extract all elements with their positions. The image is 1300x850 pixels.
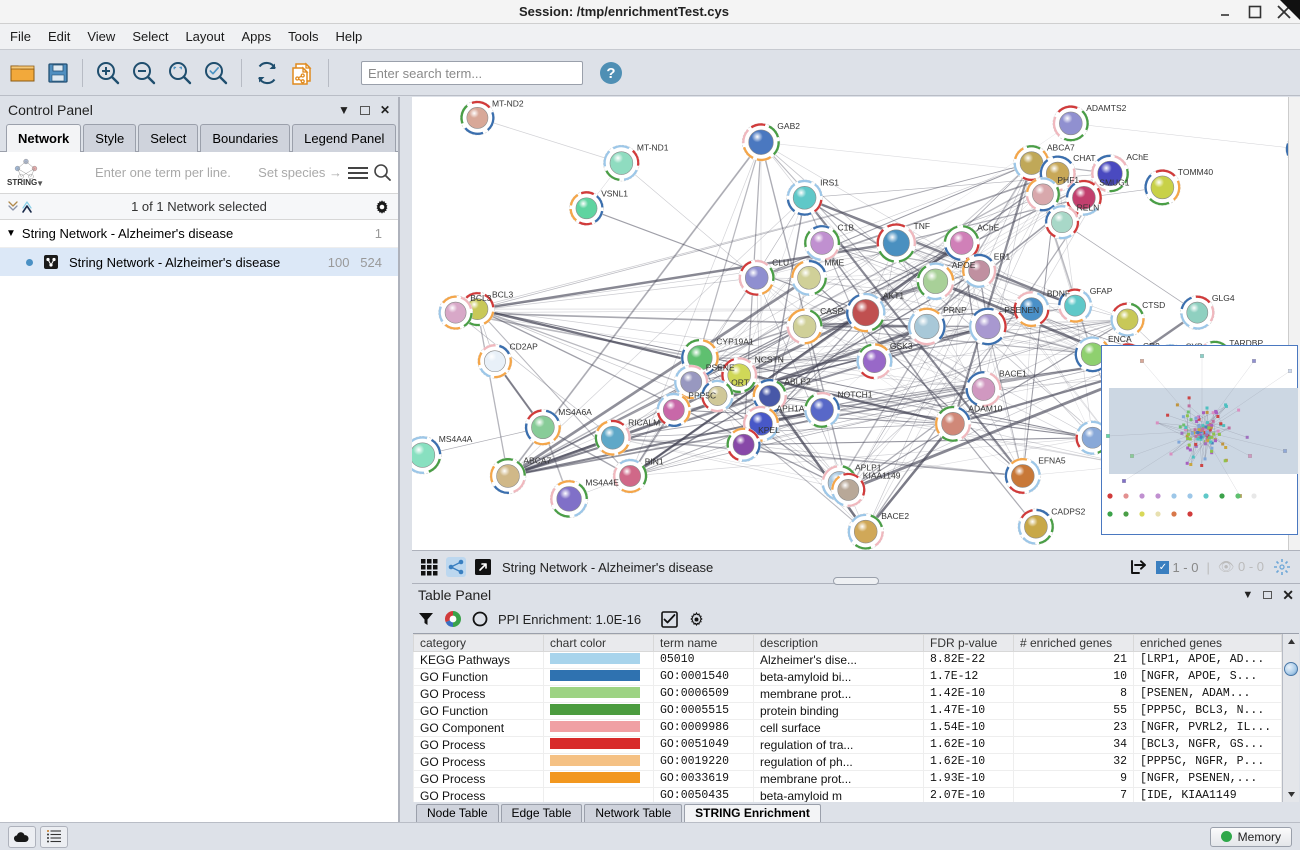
svg-text:GSK3: GSK3 (890, 341, 913, 351)
svg-text:CADPS2: CADPS2 (1051, 506, 1085, 516)
svg-text:EFNA5: EFNA5 (1038, 456, 1066, 466)
svg-text:PHF1: PHF1 (1057, 175, 1079, 185)
svg-text:IRS1: IRS1 (820, 177, 839, 187)
svg-text:MS4A4E: MS4A4E (585, 478, 619, 488)
svg-text:BDNF: BDNF (1047, 289, 1070, 299)
svg-text:AChE: AChE (977, 223, 1000, 233)
svg-text:ABCA7: ABCA7 (523, 456, 551, 466)
svg-text:SMUG1: SMUG1 (1099, 177, 1130, 187)
svg-text:CD2AP: CD2AP (510, 342, 539, 352)
svg-text:CLU: CLU (772, 257, 789, 267)
svg-text:BCL3: BCL3 (470, 293, 492, 303)
svg-text:BACE1: BACE1 (999, 369, 1027, 379)
svg-text:PRNP: PRNP (943, 305, 967, 315)
svg-text:ER1: ER1 (994, 251, 1011, 261)
svg-text:?: ? (606, 65, 615, 82)
svg-text:APOE: APOE (952, 260, 976, 270)
svg-text:VSNL1: VSNL1 (601, 189, 628, 199)
svg-text:BCL3: BCL3 (492, 290, 514, 300)
svg-text:BIN1: BIN1 (645, 456, 664, 466)
svg-text:CYP19A1: CYP19A1 (716, 336, 754, 346)
svg-text:MT-ND1: MT-ND1 (637, 143, 669, 153)
svg-text:TOMM40: TOMM40 (1178, 167, 1214, 177)
svg-text:C1B: C1B (838, 223, 855, 233)
svg-text:RELN: RELN (1077, 203, 1100, 213)
svg-text:MT-ND2: MT-ND2 (492, 98, 524, 108)
svg-text:AChE: AChE (1126, 152, 1149, 162)
svg-text:KIAA1149: KIAA1149 (863, 470, 901, 480)
svg-text:KPEL: KPEL (758, 425, 780, 435)
svg-text:MME: MME (824, 257, 844, 267)
svg-text:ADAMTS2: ADAMTS2 (1086, 103, 1126, 113)
svg-text:PSENEN: PSENEN (1004, 305, 1039, 315)
svg-text:MS4A6A: MS4A6A (558, 407, 592, 417)
svg-text:MS4A4A: MS4A4A (439, 434, 473, 444)
svg-text:PSENE: PSENE (706, 363, 735, 373)
svg-text:CTSD: CTSD (1142, 300, 1165, 310)
svg-text:GFAP: GFAP (1090, 286, 1113, 296)
svg-text:NCSTN: NCSTN (755, 355, 784, 365)
svg-text:BACE2: BACE2 (881, 511, 909, 521)
svg-text:CHAT: CHAT (1073, 153, 1096, 163)
svg-text:TNF: TNF (914, 221, 931, 231)
svg-text:ABCA7: ABCA7 (1047, 143, 1075, 153)
svg-text:ADAM10: ADAM10 (968, 403, 1002, 413)
svg-text:PPP5C: PPP5C (688, 390, 716, 400)
svg-text:NOTCH1: NOTCH1 (838, 390, 873, 400)
svg-text:CASP: CASP (820, 306, 843, 316)
svg-text:ORT: ORT (731, 377, 749, 387)
svg-text:GLG4: GLG4 (1212, 293, 1235, 303)
svg-text:GAB2: GAB2 (777, 121, 800, 131)
svg-text:APH1A: APH1A (777, 403, 805, 413)
svg-text:AKT1: AKT1 (883, 290, 905, 300)
svg-text:ABLP2: ABLP2 (784, 377, 811, 387)
svg-text:ENCA: ENCA (1108, 334, 1132, 344)
svg-text:RICALM: RICALM (628, 417, 660, 427)
